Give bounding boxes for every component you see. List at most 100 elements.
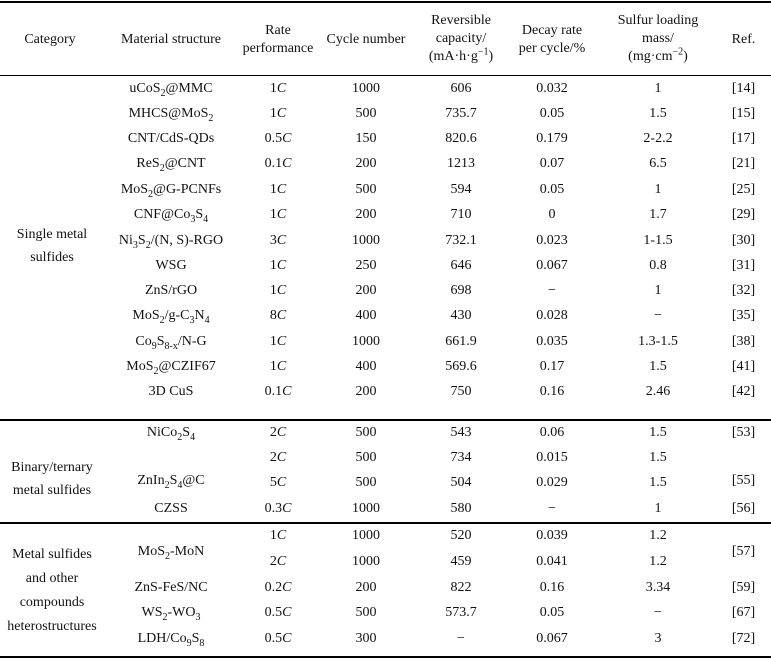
cycle-cell: 1000 (352, 554, 380, 569)
ref-cell: [17] (731, 131, 756, 146)
ref-cell: [30] (731, 233, 756, 248)
decay-cell: 0.029 (536, 475, 568, 490)
rate-cell: 1C (269, 283, 287, 298)
decay-cell: 0.06 (539, 425, 565, 440)
ref-cell: [42] (731, 384, 756, 399)
capacity-cell: 646 (450, 258, 472, 273)
header-sulfur-line1: Sulfur loading (617, 13, 699, 28)
sulfur-cell: 3.34 (645, 580, 671, 595)
capacity-cell: 732.1 (445, 233, 477, 248)
sulfur-cell: 1.5 (649, 106, 667, 121)
decay-cell: 0.015 (536, 450, 568, 465)
header-ref: Ref. (731, 32, 756, 47)
header-decay: Decay rate per cycle/% (504, 22, 600, 58)
decay-cell: − (548, 283, 556, 298)
ref-cell: [35] (731, 308, 756, 323)
ref-cell: [67] (731, 605, 756, 620)
rate-cell: 1C (269, 81, 287, 96)
sulfur-cell: 1.5 (649, 450, 667, 465)
sulfur-cell: 1.5 (649, 425, 667, 440)
decay-cell: 0.028 (536, 308, 568, 323)
header-capacity: Reversible capacity/ (mA·h·g−1) (418, 12, 504, 66)
header-decay-line2: per cycle/% (518, 41, 586, 56)
material-cell: MHCS@MoS2 (128, 106, 214, 124)
decay-cell: 0.17 (539, 359, 565, 374)
cycle-cell: 400 (355, 308, 377, 323)
header-decay-line1: Decay rate (521, 23, 583, 38)
capacity-cell: 710 (450, 207, 472, 222)
category-single-metal: Single metal sulfides (16, 227, 88, 265)
rate-cell: 1C (269, 207, 287, 222)
ref-cell: [14] (731, 81, 756, 96)
sulfur-cell: 1 (654, 182, 662, 197)
ref-cell: [41] (731, 359, 756, 374)
capacity-cell: 569.6 (445, 359, 477, 374)
rate-cell: 1C (269, 182, 287, 197)
header-sulfur-line2: mass/ (642, 31, 674, 46)
rate-cell: 8C (269, 308, 287, 323)
header-rule (0, 75, 771, 76)
sulfur-cell: 1.2 (649, 528, 667, 543)
capacity-cell: 820.6 (445, 131, 477, 146)
ref-cell: [72] (731, 631, 756, 646)
ref-57: [57] (731, 544, 756, 559)
sulfur-cell: 1.2 (649, 554, 667, 569)
decay-cell: 0.07 (539, 156, 565, 171)
rate-cell: 1C (269, 359, 287, 374)
ref-cell: [59] (731, 580, 756, 595)
capacity-cell: 1213 (447, 156, 475, 171)
header-capacity-line2: capacity/ (435, 31, 487, 46)
rate-cell: 0.1C (264, 384, 292, 399)
sulfur-cell: 1 (654, 81, 662, 96)
cycle-cell: 1000 (352, 334, 380, 349)
cycle-cell: 200 (355, 207, 377, 222)
sulfur-cell: 2-2.2 (643, 131, 673, 146)
rate-cell: 3C (269, 233, 287, 248)
material-cell: NiCo2S4 (146, 425, 196, 443)
material-cell: MoS2@G-PCNFs (120, 182, 222, 200)
decay-cell: 0.067 (536, 258, 568, 273)
sulfur-cell: 1.5 (649, 475, 667, 490)
cycle-cell: 1000 (352, 528, 380, 543)
capacity-cell: 520 (450, 528, 472, 543)
sulfur-cell: 1-1.5 (643, 233, 673, 248)
capacity-cell: 430 (450, 308, 472, 323)
header-cycle: Cycle number (326, 32, 406, 47)
sulfur-cell: 1 (654, 283, 662, 298)
rate-cell: 1C (269, 258, 287, 273)
capacity-cell: 504 (450, 475, 472, 490)
ref-55: [55] (731, 473, 756, 488)
header-material: Material structure (121, 32, 221, 47)
cycle-cell: 200 (355, 283, 377, 298)
capacity-cell: 543 (450, 425, 472, 440)
material-cell: CNT/CdS-QDs (127, 131, 215, 146)
decay-cell: 0.067 (536, 631, 568, 646)
header-sulfur: Sulfur loading mass/ (mg·cm−2) (600, 12, 716, 66)
rate-cell: 2C (269, 425, 287, 440)
material-cell: LDH/Co9S8 (137, 631, 205, 649)
sulfur-cell: − (654, 605, 662, 620)
cycle-cell: 400 (355, 359, 377, 374)
cycle-cell: 250 (355, 258, 377, 273)
decay-cell: 0.035 (536, 334, 568, 349)
material-cell: CNF@Co3S4 (133, 207, 209, 225)
decay-cell: 0.05 (539, 106, 565, 121)
material-cell: MoS2@CZIF67 (126, 359, 216, 377)
cycle-cell: 500 (355, 106, 377, 121)
rate-cell: 0.5C (264, 605, 292, 620)
material-cell: Co9S8-x/N-G (135, 334, 207, 352)
capacity-cell: 580 (450, 501, 472, 516)
header-rate-line1: Rate (265, 23, 291, 38)
header-capacity-unit: (mA·h·g−1) (428, 46, 494, 64)
decay-cell: 0.16 (539, 384, 565, 399)
material-znin2s4-c: ZnIn2S4@C (137, 473, 205, 491)
decay-cell: 0.179 (536, 131, 568, 146)
header-sulfur-unit: (mg·cm−2) (628, 46, 688, 64)
capacity-cell: 822 (450, 580, 472, 595)
decay-cell: 0.05 (539, 182, 565, 197)
sulfur-cell: 2.46 (645, 384, 671, 399)
rate-cell: 0.5C (264, 631, 292, 646)
ref-cell: [15] (731, 106, 756, 121)
sulfur-cell: − (654, 308, 662, 323)
sulfur-cell: 3 (654, 631, 662, 646)
